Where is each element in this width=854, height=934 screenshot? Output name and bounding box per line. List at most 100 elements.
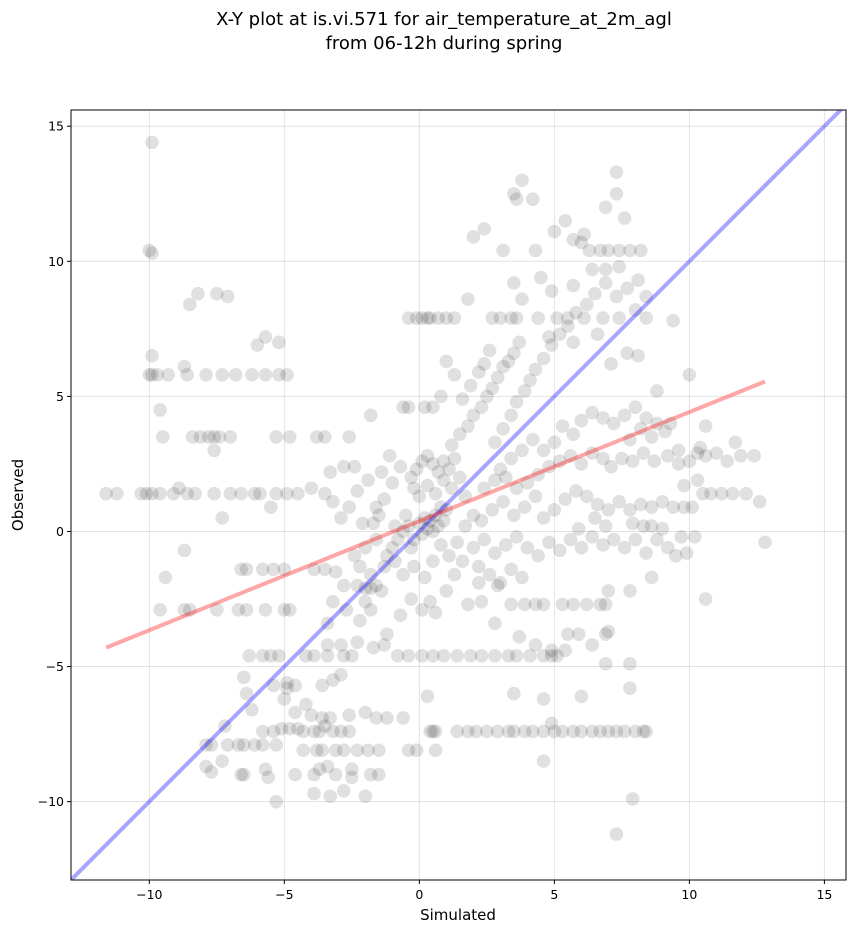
data-point xyxy=(420,449,435,463)
data-point xyxy=(153,403,167,417)
data-point xyxy=(496,359,510,374)
data-point xyxy=(609,289,624,304)
data-point xyxy=(250,338,265,352)
data-point xyxy=(598,597,613,612)
data-point xyxy=(547,503,562,517)
data-point xyxy=(401,400,416,414)
data-point xyxy=(372,508,386,523)
data-point xyxy=(639,411,653,425)
data-point xyxy=(374,584,389,598)
data-point xyxy=(601,624,616,639)
data-point xyxy=(231,603,246,617)
data-point xyxy=(474,400,489,414)
data-point xyxy=(372,767,386,782)
data-point xyxy=(177,359,192,374)
data-point xyxy=(304,481,319,496)
data-point xyxy=(361,743,375,758)
data-point xyxy=(407,532,421,547)
data-point xyxy=(666,313,680,328)
y-tick-label: 0 xyxy=(56,524,64,539)
data-point xyxy=(358,594,373,609)
data-point xyxy=(747,449,761,463)
data-point xyxy=(488,435,502,450)
data-point xyxy=(336,459,351,474)
data-point xyxy=(436,513,451,528)
data-point xyxy=(596,451,610,466)
data-point xyxy=(612,494,626,509)
data-point xyxy=(350,743,365,758)
y-tick-label: −5 xyxy=(46,659,64,674)
data-point xyxy=(401,743,416,758)
data-point xyxy=(399,508,413,523)
data-point xyxy=(488,648,502,663)
data-point xyxy=(188,486,203,501)
data-point xyxy=(183,603,197,617)
data-point xyxy=(266,678,281,693)
data-point xyxy=(698,449,713,463)
data-point xyxy=(677,478,691,493)
data-point xyxy=(461,419,475,433)
data-point xyxy=(625,454,640,469)
data-point xyxy=(609,186,624,201)
data-point xyxy=(588,286,602,301)
data-point xyxy=(623,657,637,671)
data-point xyxy=(291,486,305,501)
data-point xyxy=(739,486,753,501)
data-point xyxy=(569,484,583,498)
data-point xyxy=(566,335,581,350)
data-point xyxy=(177,543,192,558)
data-point xyxy=(380,548,394,563)
data-point xyxy=(345,762,359,777)
data-point xyxy=(272,367,286,382)
data-point xyxy=(650,384,664,398)
data-point xyxy=(577,227,591,242)
data-point xyxy=(682,367,697,382)
data-point xyxy=(752,494,767,509)
data-point xyxy=(579,489,594,504)
data-point xyxy=(280,681,294,695)
data-point xyxy=(320,759,335,774)
data-point xyxy=(536,351,551,366)
data-point xyxy=(458,489,473,504)
data-point xyxy=(166,486,181,501)
data-point xyxy=(261,770,275,785)
data-point xyxy=(412,516,427,531)
data-point xyxy=(342,724,356,739)
data-point xyxy=(355,516,370,531)
data-point xyxy=(644,430,659,444)
data-point xyxy=(326,724,340,739)
data-point xyxy=(655,521,670,536)
data-point xyxy=(444,481,459,496)
data-point xyxy=(579,297,594,312)
data-point xyxy=(725,486,740,501)
data-point xyxy=(690,473,705,487)
data-point xyxy=(574,689,589,704)
data-point xyxy=(272,648,286,663)
data-point xyxy=(623,243,637,258)
data-point xyxy=(264,648,278,663)
data-point xyxy=(633,422,648,436)
data-point xyxy=(431,311,446,325)
data-point xyxy=(490,724,505,739)
data-point xyxy=(439,311,454,325)
data-point xyxy=(493,576,508,590)
data-point xyxy=(299,648,313,663)
data-point xyxy=(336,784,351,798)
data-point xyxy=(596,538,610,552)
data-point xyxy=(237,767,251,782)
data-point xyxy=(458,519,473,533)
data-point xyxy=(204,738,219,752)
data-point xyxy=(566,232,581,247)
data-point xyxy=(585,638,599,652)
y-axis-label: Observed xyxy=(9,459,27,531)
data-point xyxy=(644,519,659,533)
data-point xyxy=(685,500,699,514)
data-point xyxy=(420,521,435,536)
data-point xyxy=(199,367,213,382)
data-point xyxy=(531,467,545,482)
data-point xyxy=(210,286,224,301)
y-tick-label: −10 xyxy=(38,794,64,809)
data-point xyxy=(498,470,513,485)
data-point xyxy=(247,486,262,501)
data-point xyxy=(466,508,481,523)
